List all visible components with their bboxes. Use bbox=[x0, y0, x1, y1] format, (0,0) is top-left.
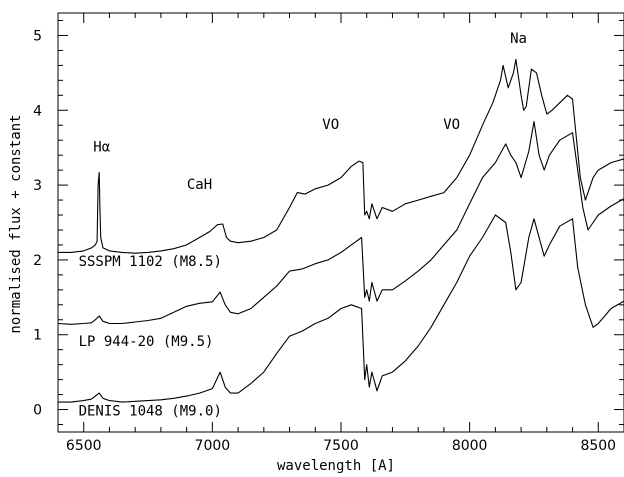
tick-labels: 6500 7000 7500 8000 8500 0 1 2 3 4 5 bbox=[33, 28, 616, 454]
x-tick-label: 7000 bbox=[195, 438, 231, 454]
y-tick-label: 0 bbox=[33, 403, 42, 419]
series-line-0 bbox=[58, 58, 624, 254]
y-tick-label: 5 bbox=[33, 28, 42, 44]
y-tick-label: 2 bbox=[33, 253, 42, 269]
x-axis-label: wavelength [A] bbox=[277, 458, 395, 474]
plot-frame bbox=[57, 12, 624, 433]
y-tick-label: 3 bbox=[33, 178, 42, 194]
y-axis-label: normalised flux + constant bbox=[8, 114, 24, 333]
x-tick-label: 8500 bbox=[580, 438, 616, 454]
series-line-2 bbox=[58, 214, 624, 403]
x-tick-label: 7500 bbox=[323, 438, 359, 454]
series-label: SSSPM 1102 (M8.5) bbox=[79, 254, 222, 270]
series-labels: SSSPM 1102 (M8.5) LP 944-20 (M9.5) DENIS 1… bbox=[79, 254, 222, 420]
x-tick-label: 8000 bbox=[452, 438, 488, 454]
feature-label: CaH bbox=[187, 177, 212, 193]
feature-label: Hα bbox=[93, 139, 110, 155]
feature-label: Na bbox=[510, 31, 527, 47]
y-tick-label: 4 bbox=[33, 103, 42, 119]
y-tick-label: 1 bbox=[33, 328, 42, 344]
axis-ticks bbox=[57, 13, 624, 432]
x-tick-label: 6500 bbox=[66, 438, 102, 454]
annotations: Hα CaH VO VO Na bbox=[93, 31, 527, 193]
series-line-1 bbox=[57, 120, 624, 325]
series-group bbox=[57, 58, 624, 403]
series-label: LP 944-20 (M9.5) bbox=[79, 334, 214, 350]
series-label: DENIS 1048 (M9.0) bbox=[79, 404, 222, 420]
feature-label: VO bbox=[443, 117, 460, 133]
feature-label: VO bbox=[322, 117, 339, 133]
